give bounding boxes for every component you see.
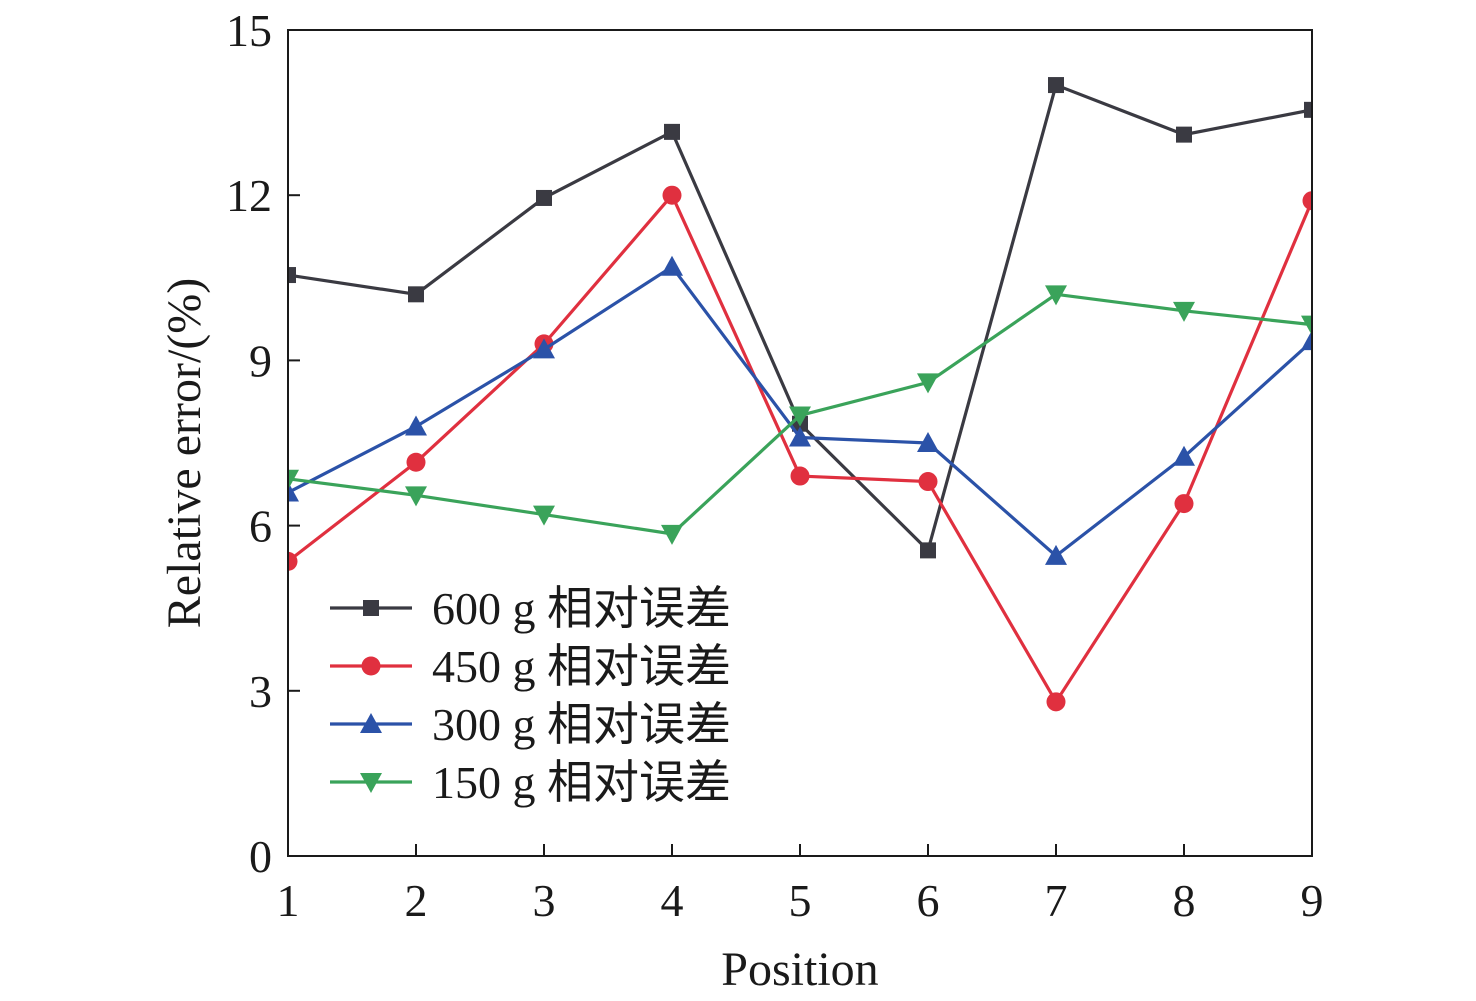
x-tick-label: 4 [661,875,684,926]
data-point [917,373,939,394]
data-point [1301,330,1312,351]
legend-marker [363,600,379,616]
legend: 600 g 相对误差 450 g 相对误差 300 g 相对误差 150 g 相对误差 [330,583,731,808]
data-point [661,255,683,276]
data-point [288,481,299,502]
data-point [533,338,555,359]
y-tick-label: 0 [249,831,272,882]
data-point [408,286,424,303]
data-point [789,426,811,447]
data-point [1302,191,1312,211]
series-3 [288,285,1312,545]
series-0 [288,77,1312,559]
x-tick-label: 9 [1301,875,1324,926]
x-tick-label: 2 [405,875,428,926]
data-point [1301,315,1312,336]
data-point [1173,301,1195,322]
data-point [1045,285,1067,306]
data-point [288,469,299,490]
series-1 [288,185,1312,712]
y-tick-label: 3 [249,666,272,717]
y-tick-label: 6 [249,501,272,552]
data-point [920,542,936,559]
x-tick-label: 1 [277,875,300,926]
legend-marker [360,773,382,793]
x-tick-label: 5 [789,875,812,926]
series-2 [288,255,1312,565]
data-point [917,432,939,452]
legend-label: 450 g 相对误差 [432,641,731,692]
data-point [405,486,427,507]
data-point [1304,101,1312,118]
legend-item: 300 g 相对误差 [330,699,731,750]
legend-label: 300 g 相对误差 [432,699,731,750]
data-point [1046,692,1066,712]
legend-item: 150 g 相对误差 [330,757,731,808]
data-point [1174,494,1194,514]
data-point [664,123,680,140]
y-tick-label: 12 [226,170,272,221]
data-point [790,466,810,486]
data-point [1176,126,1192,143]
x-tick-label: 3 [533,875,556,926]
y-axis-label: Relative error/(%) [158,278,211,628]
x-tick-label: 7 [1045,875,1068,926]
data-point [1048,77,1064,94]
y-tick-label: 15 [226,5,272,56]
data-point [661,524,683,545]
data-point [918,472,938,492]
data-point [789,406,811,427]
data-point [288,267,296,284]
legend-item: 450 g 相对误差 [330,641,731,692]
data-point [288,551,298,571]
data-point [405,415,427,436]
y-tick-label: 9 [249,335,272,386]
legend-item: 600 g 相对误差 [330,583,731,634]
data-point [406,452,426,472]
x-tick-label: 6 [917,875,940,926]
x-tick-label: 8 [1173,875,1196,926]
legend-label: 150 g 相对误差 [432,757,731,808]
legend-marker [361,656,381,676]
x-axis-label: Position [721,943,878,996]
legend-marker [360,713,382,733]
plot-marks [288,77,1312,712]
data-point [662,185,682,205]
data-point [533,505,555,526]
data-point [1173,445,1195,466]
data-point [536,189,552,206]
data-point [1045,544,1067,565]
legend-label: 600 g 相对误差 [432,583,731,634]
